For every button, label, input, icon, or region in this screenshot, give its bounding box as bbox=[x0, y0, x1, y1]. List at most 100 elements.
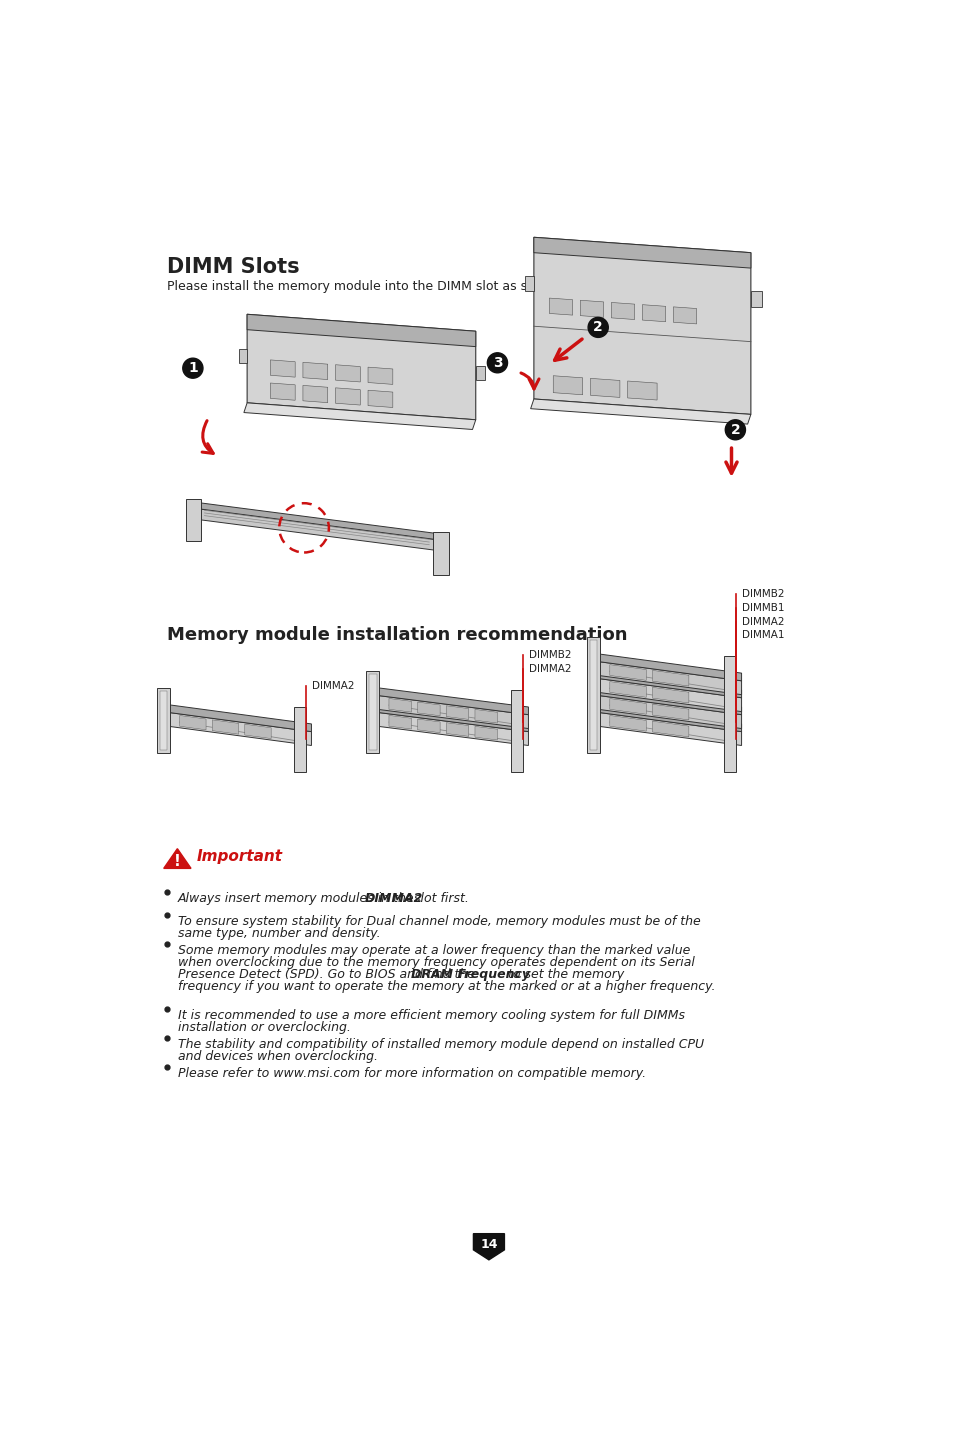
Circle shape bbox=[487, 352, 507, 372]
Polygon shape bbox=[598, 679, 740, 712]
Text: Memory module installation recommendation: Memory module installation recommendatio… bbox=[167, 626, 627, 644]
Text: !: ! bbox=[173, 855, 181, 869]
Polygon shape bbox=[598, 696, 740, 729]
Polygon shape bbox=[368, 367, 393, 384]
Polygon shape bbox=[598, 687, 740, 715]
Polygon shape bbox=[159, 690, 167, 750]
Text: same type, number and density.: same type, number and density. bbox=[178, 927, 380, 939]
Polygon shape bbox=[549, 298, 572, 315]
Polygon shape bbox=[270, 382, 294, 400]
Polygon shape bbox=[186, 500, 201, 541]
Polygon shape bbox=[530, 400, 750, 424]
Polygon shape bbox=[335, 388, 360, 405]
Polygon shape bbox=[510, 690, 522, 772]
Text: DIMMA2: DIMMA2 bbox=[312, 682, 355, 692]
Text: 3: 3 bbox=[492, 355, 501, 369]
Text: DIMM Slots: DIMM Slots bbox=[167, 256, 299, 276]
Polygon shape bbox=[417, 719, 439, 733]
Text: 2: 2 bbox=[730, 422, 740, 437]
Polygon shape bbox=[598, 662, 740, 695]
Text: 2: 2 bbox=[593, 321, 602, 335]
Text: To ensure system stability for Dual channel mode, memory modules must be of the: To ensure system stability for Dual chan… bbox=[178, 915, 700, 928]
Polygon shape bbox=[476, 367, 484, 379]
Polygon shape bbox=[157, 687, 170, 753]
Text: installation or overclocking.: installation or overclocking. bbox=[178, 1021, 351, 1034]
Polygon shape bbox=[673, 306, 696, 324]
Polygon shape bbox=[609, 699, 645, 715]
Polygon shape bbox=[598, 654, 740, 680]
Text: Please refer to www.msi.com for more information on compatible memory.: Please refer to www.msi.com for more inf… bbox=[178, 1067, 645, 1080]
Polygon shape bbox=[303, 362, 328, 379]
Polygon shape bbox=[723, 656, 736, 772]
Text: slot first.: slot first. bbox=[410, 892, 468, 905]
Text: DIMMA1: DIMMA1 bbox=[741, 630, 784, 640]
Polygon shape bbox=[389, 716, 411, 729]
Polygon shape bbox=[377, 705, 528, 732]
Polygon shape bbox=[589, 640, 597, 750]
Text: DIMMA2: DIMMA2 bbox=[364, 892, 422, 905]
Text: DIMMB1: DIMMB1 bbox=[741, 603, 784, 613]
Circle shape bbox=[183, 358, 203, 378]
Polygon shape bbox=[303, 385, 328, 402]
Polygon shape bbox=[247, 314, 476, 420]
Polygon shape bbox=[750, 291, 760, 306]
Polygon shape bbox=[598, 712, 740, 746]
Text: Always insert memory modules in the: Always insert memory modules in the bbox=[178, 892, 418, 905]
Polygon shape bbox=[239, 349, 247, 362]
Polygon shape bbox=[652, 687, 688, 703]
Polygon shape bbox=[473, 1234, 504, 1260]
Text: and devices when overclocking.: and devices when overclocking. bbox=[178, 1050, 377, 1063]
Polygon shape bbox=[598, 705, 740, 732]
Polygon shape bbox=[247, 314, 476, 347]
Text: It is recommended to use a more efficient memory cooling system for full DIMMs: It is recommended to use a more efficien… bbox=[178, 1008, 684, 1022]
Polygon shape bbox=[652, 670, 688, 686]
Text: Important: Important bbox=[196, 849, 282, 863]
Polygon shape bbox=[524, 276, 534, 291]
Text: DIMMB2: DIMMB2 bbox=[741, 589, 784, 599]
Polygon shape bbox=[446, 723, 468, 736]
Polygon shape bbox=[609, 664, 645, 680]
Polygon shape bbox=[164, 849, 191, 868]
Polygon shape bbox=[377, 687, 528, 715]
Polygon shape bbox=[587, 637, 599, 753]
Text: DIMMA2: DIMMA2 bbox=[741, 617, 784, 627]
Polygon shape bbox=[598, 670, 740, 697]
Polygon shape bbox=[168, 705, 311, 732]
Polygon shape bbox=[389, 699, 411, 712]
Polygon shape bbox=[212, 720, 238, 735]
Polygon shape bbox=[189, 507, 444, 551]
Text: The stability and compatibility of installed memory module depend on installed C: The stability and compatibility of insta… bbox=[178, 1038, 703, 1051]
Text: DIMMB2: DIMMB2 bbox=[529, 650, 571, 660]
Polygon shape bbox=[168, 712, 311, 746]
Polygon shape bbox=[270, 359, 294, 377]
Text: 1: 1 bbox=[188, 361, 197, 375]
Text: Please install the memory module into the DIMM slot as shown below.: Please install the memory module into th… bbox=[167, 279, 604, 292]
Polygon shape bbox=[245, 725, 271, 739]
Text: frequency if you want to operate the memory at the marked or at a higher frequen: frequency if you want to operate the mem… bbox=[178, 979, 715, 992]
Polygon shape bbox=[652, 705, 688, 720]
Text: 14: 14 bbox=[479, 1237, 497, 1252]
Polygon shape bbox=[627, 381, 657, 400]
Polygon shape bbox=[590, 378, 619, 398]
Text: when overclocking due to the memory frequency operates dependent on its Serial: when overclocking due to the memory freq… bbox=[178, 957, 695, 969]
Polygon shape bbox=[369, 674, 376, 750]
Polygon shape bbox=[534, 238, 750, 414]
Polygon shape bbox=[377, 712, 528, 746]
Polygon shape bbox=[366, 670, 378, 753]
Polygon shape bbox=[179, 716, 206, 730]
Polygon shape bbox=[553, 375, 582, 395]
Polygon shape bbox=[475, 709, 497, 723]
Polygon shape bbox=[377, 696, 528, 729]
Circle shape bbox=[724, 420, 744, 440]
Polygon shape bbox=[652, 722, 688, 737]
Text: DIMMA2: DIMMA2 bbox=[529, 664, 571, 674]
Text: to set the memory: to set the memory bbox=[503, 968, 623, 981]
Polygon shape bbox=[189, 501, 444, 541]
Polygon shape bbox=[609, 682, 645, 697]
Polygon shape bbox=[335, 365, 360, 382]
Text: DRAM Frequency: DRAM Frequency bbox=[411, 968, 530, 981]
Circle shape bbox=[587, 318, 608, 338]
Polygon shape bbox=[417, 702, 439, 716]
Polygon shape bbox=[609, 716, 645, 732]
Text: Some memory modules may operate at a lower frequency than the marked value: Some memory modules may operate at a low… bbox=[178, 944, 690, 957]
